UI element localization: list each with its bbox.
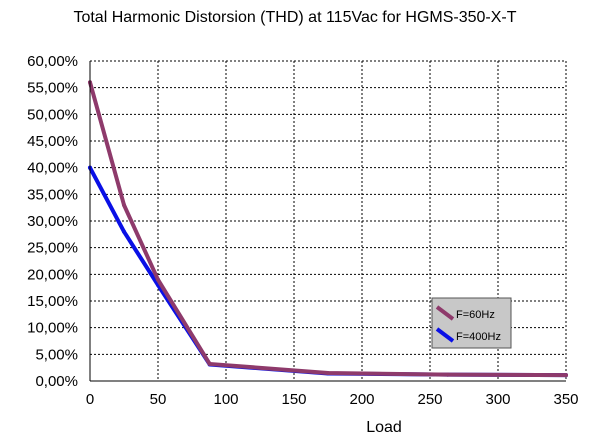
- tick-labels: 0 50 100 150 200 250 300 350 0,00% 5,00% 10,00% 15,…: [27, 53, 578, 408]
- y-tick-label: 25,00%: [27, 240, 78, 257]
- y-tick-label: 20,00%: [27, 266, 78, 283]
- data-point: [156, 277, 160, 282]
- legend-swatch: [435, 305, 455, 321]
- legend-label: F=400Hz: [456, 331, 501, 343]
- data-point: [564, 373, 568, 378]
- legend-label: F=60Hz: [456, 309, 495, 321]
- data-point: [122, 229, 126, 234]
- y-tick-label: 30,00%: [27, 213, 78, 230]
- x-tick-label: 200: [349, 391, 374, 408]
- y-tick-label: 15,00%: [27, 293, 78, 310]
- legend-box: [431, 297, 512, 349]
- y-tick-label: 60,00%: [27, 53, 78, 70]
- legend-swatch: [435, 327, 455, 343]
- series-layer: [88, 80, 568, 378]
- x-tick-label: 100: [213, 391, 238, 408]
- y-tick-label: 10,00%: [27, 320, 78, 337]
- chart-title: Total Harmonic Distorsion (THD) at 115Va…: [73, 9, 517, 26]
- legend: F=60Hz F=400Hz: [431, 297, 512, 349]
- x-tick-label: 250: [417, 391, 442, 408]
- y-tick-label: 0,00%: [35, 373, 78, 390]
- x-tick-label: 0: [86, 391, 94, 408]
- y-tick-label: 35,00%: [27, 186, 78, 203]
- data-point: [445, 372, 450, 377]
- x-tick-label: 150: [281, 391, 306, 408]
- y-tick-label: 5,00%: [35, 346, 78, 363]
- data-point: [326, 371, 330, 375]
- y-tick-label: 45,00%: [27, 133, 78, 150]
- data-point: [122, 203, 126, 207]
- y-tick-label: 55,00%: [27, 80, 78, 97]
- x-axis-title: Load: [366, 419, 402, 436]
- y-tick-label: 40,00%: [27, 160, 78, 177]
- x-tick-label: 50: [150, 391, 167, 408]
- x-tick-label: 300: [485, 391, 510, 408]
- data-point: [207, 361, 212, 366]
- x-tick-label: 350: [553, 391, 578, 408]
- y-tick-label: 50,00%: [27, 106, 78, 123]
